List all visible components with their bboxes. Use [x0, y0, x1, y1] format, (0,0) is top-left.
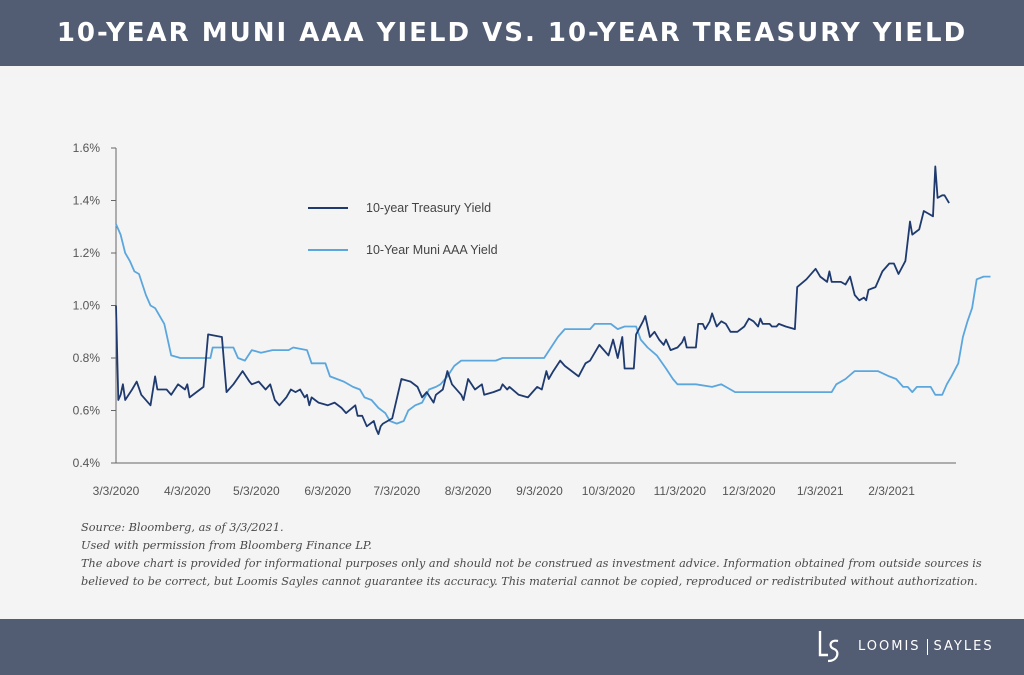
series-lines: [115, 165, 991, 435]
brand-name: LOOMIS SAYLES: [858, 619, 994, 675]
source-note: Source: Bloomberg, as of 3/3/2021.: [81, 521, 284, 534]
x-tick-label: 10/3/2020: [582, 484, 636, 498]
y-tick-label: 1.6%: [73, 141, 101, 155]
x-tick-label: 2/3/2021: [868, 484, 915, 498]
y-tick-label: 1.0%: [73, 299, 101, 313]
x-tick-label: 7/3/2020: [373, 484, 420, 498]
legend-label-muni-aaa: 10-Year Muni AAA Yield: [366, 243, 498, 257]
line-chart: 0.4% 0.6% 0.8% 1.0% 1.2% 1.4% 1.6% 3/3/2020 4/3…: [73, 141, 991, 498]
x-tick-label: 1/3/2021: [797, 484, 844, 498]
legend-label-treasury: 10-year Treasury Yield: [366, 201, 491, 215]
y-tick-label: 0.6%: [73, 404, 101, 418]
brand-name-sayles: SAYLES: [933, 639, 994, 654]
page-title: 10-YEAR MUNI AAA YIELD VS. 10-YEAR TREAS…: [56, 18, 968, 48]
muni-aaa-yield-line: [115, 223, 991, 425]
chart-axes: [115, 148, 956, 464]
disclaimer-line-1: The above chart is provided for informat…: [81, 557, 982, 570]
x-tick-label: 8/3/2020: [445, 484, 492, 498]
y-tick-label: 1.4%: [73, 194, 101, 208]
disclaimer-line-2: believed to be correct, but Loomis Sayle…: [81, 575, 978, 588]
treasury-yield-line: [115, 165, 950, 435]
x-tick-label: 5/3/2020: [233, 484, 280, 498]
x-tick-label: 3/3/2020: [93, 484, 140, 498]
x-tick-label: 9/3/2020: [516, 484, 563, 498]
loomis-sayles-logo-icon: [818, 631, 839, 663]
title-bar: 10-YEAR MUNI AAA YIELD VS. 10-YEAR TREAS…: [0, 0, 1024, 66]
y-tick-label: 0.8%: [73, 351, 101, 365]
x-axis-ticks: 3/3/2020 4/3/2020 5/3/2020 6/3/2020 7/3/2020…: [93, 484, 916, 498]
x-tick-label: 4/3/2020: [164, 484, 211, 498]
chart-legend: 10-year Treasury Yield 10-Year Muni AAA Y…: [308, 201, 498, 257]
x-tick-label: 12/3/2020: [722, 484, 776, 498]
y-axis-ticks: 0.4% 0.6% 0.8% 1.0% 1.2% 1.4% 1.6%: [73, 141, 116, 470]
footer-bar: LOOMIS SAYLES: [0, 619, 1024, 675]
brand-separator: [926, 638, 928, 655]
y-tick-label: 0.4%: [73, 456, 101, 470]
x-tick-label: 11/3/2020: [654, 484, 707, 498]
y-tick-label: 1.2%: [73, 246, 101, 260]
chart-notes: Source: Bloomberg, as of 3/3/2021. Used …: [81, 519, 982, 591]
brand-name-loomis: LOOMIS: [858, 639, 921, 654]
permission-note: Used with permission from Bloomberg Fina…: [81, 539, 372, 552]
x-tick-label: 6/3/2020: [304, 484, 351, 498]
